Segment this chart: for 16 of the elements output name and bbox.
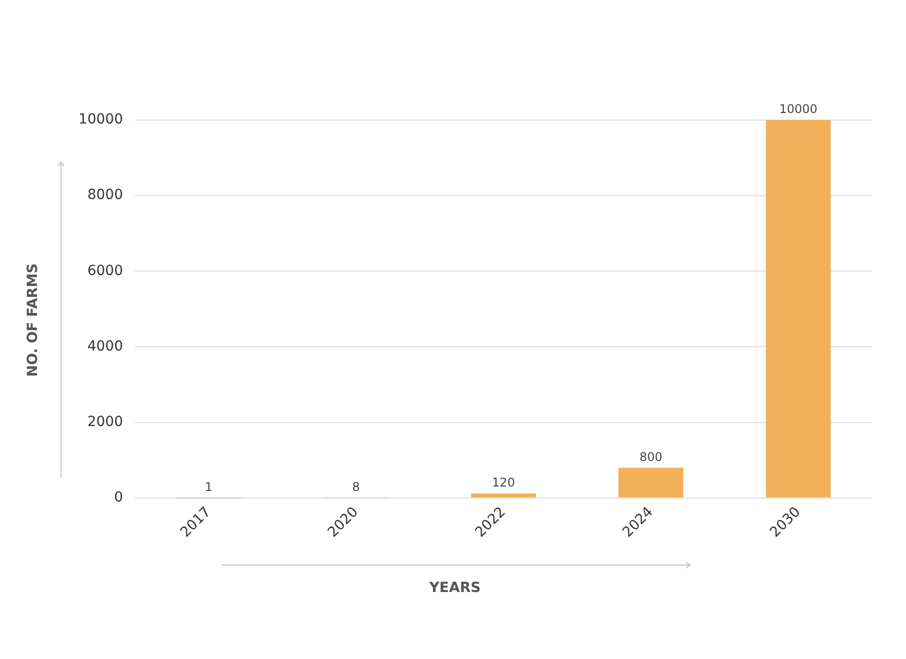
y-tick-label: 6000 — [87, 262, 123, 279]
y-axis-title: NO. OF FARMS — [25, 263, 41, 377]
y-tick-label: 10000 — [78, 112, 123, 128]
bar — [471, 493, 536, 498]
data-label: 8 — [352, 480, 360, 494]
y-tick-label: 0 — [114, 490, 123, 506]
bar — [766, 120, 831, 498]
y-tick-label: 4000 — [87, 338, 123, 354]
y-tick-label: 2000 — [87, 414, 123, 430]
data-label: 1 — [204, 480, 213, 494]
data-label: 120 — [492, 476, 515, 490]
data-label: 10000 — [779, 102, 818, 116]
x-axis-title: YEARS — [429, 580, 481, 596]
data-label: 800 — [639, 450, 662, 464]
y-tick-label: 8000 — [87, 187, 123, 204]
bar — [618, 468, 684, 498]
